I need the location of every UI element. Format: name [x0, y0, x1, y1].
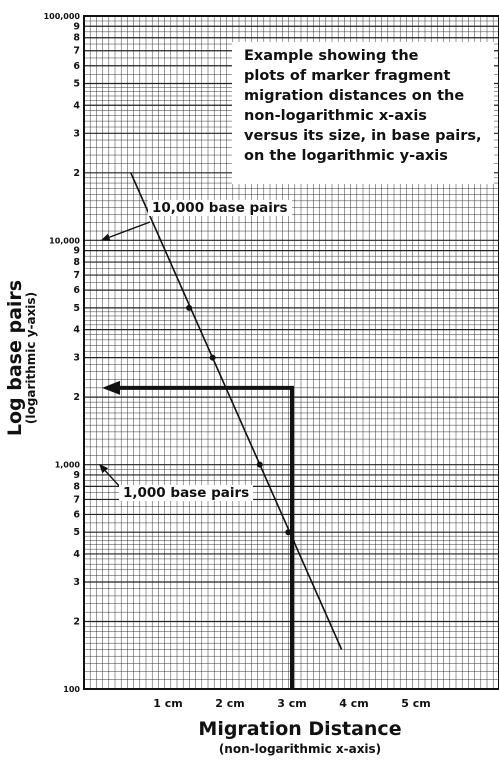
y-tick-labels: 100,0009876543210,000987654321,000987654… — [44, 12, 81, 694]
y-tick-label: 5 — [73, 303, 80, 314]
callout-10000-base-pairs: 10,000 base pairs — [148, 200, 292, 216]
y-tick-label: 8 — [73, 33, 80, 44]
y-tick-label: 8 — [73, 481, 80, 492]
fit-line-group — [130, 172, 343, 650]
data-point — [209, 354, 216, 361]
y-tick-label: 9 — [73, 21, 80, 32]
y-tick-label: 4 — [73, 325, 80, 336]
y-tick-label: 7 — [73, 494, 80, 505]
x-tick-label: 5 cm — [401, 697, 430, 710]
callout-1000-base-pairs: 1,000 base pairs — [119, 485, 254, 501]
y-tick-label: 7 — [73, 270, 80, 281]
y-tick-label: 7 — [73, 46, 80, 57]
annotation-box: Example showing the plots of marker frag… — [232, 42, 494, 184]
callout-arrow-10000 — [100, 221, 151, 241]
y-tick-label: 3 — [73, 128, 80, 139]
y-tick-label: 3 — [73, 577, 80, 588]
y-tick-label: 2 — [73, 392, 80, 403]
y-tick-label: 100 — [63, 685, 80, 694]
callout-arrow-1000 — [99, 464, 122, 489]
y-tick-label: 10,000 — [49, 236, 80, 245]
y-tick-label: 2 — [73, 616, 80, 627]
y-tick-label: 5 — [73, 527, 80, 538]
y-tick-label: 9 — [73, 246, 80, 257]
y-tick-label: 2 — [73, 168, 80, 179]
y-tick-label: 100,000 — [44, 12, 81, 21]
y-tick-label: 6 — [73, 509, 80, 520]
readout-lines — [102, 380, 294, 689]
y-tick-label: 5 — [73, 79, 80, 90]
annotation-line-1: Example showing the — [244, 48, 419, 64]
callout-arrows — [99, 221, 151, 489]
x-tick-label: 1 cm — [153, 697, 182, 710]
data-point — [285, 529, 292, 536]
y-tick-label: 4 — [73, 100, 80, 111]
annotation-line-6: on the logarithmic y-axis — [244, 148, 448, 164]
data-point — [186, 304, 193, 311]
data-points — [186, 304, 292, 536]
y-axis-sublabel: (logarithmic y-axis) — [24, 291, 38, 425]
y-tick-label: 6 — [73, 61, 80, 72]
y-tick-label: 8 — [73, 257, 80, 268]
x-tick-label: 2 cm — [215, 697, 244, 710]
y-tick-label: 1,000 — [55, 461, 81, 470]
y-tick-label: 3 — [73, 353, 80, 364]
annotation-line-2: plots of marker fragment — [244, 68, 451, 84]
annotation-line-4: non-logarithmic x-axis — [244, 108, 427, 124]
y-tick-label: 9 — [73, 470, 80, 481]
data-point — [256, 461, 263, 468]
annotation-line-5: versus its size, in base pairs, — [244, 128, 482, 144]
x-tick-label: 3 cm — [277, 697, 306, 710]
fit-line — [130, 172, 343, 650]
x-tick-label: 4 cm — [339, 697, 368, 710]
x-axis-label: Migration Distance — [198, 718, 402, 740]
x-axis-sublabel: (non-logarithmic x-axis) — [218, 742, 382, 756]
x-tick-labels: 1 cm 2 cm 3 cm 4 cm 5 cm — [153, 697, 430, 710]
y-tick-label: 6 — [73, 285, 80, 296]
y-tick-label: 4 — [73, 549, 80, 560]
readout-arrowhead — [102, 380, 120, 395]
annotation-line-3: migration distances on the — [244, 88, 465, 104]
